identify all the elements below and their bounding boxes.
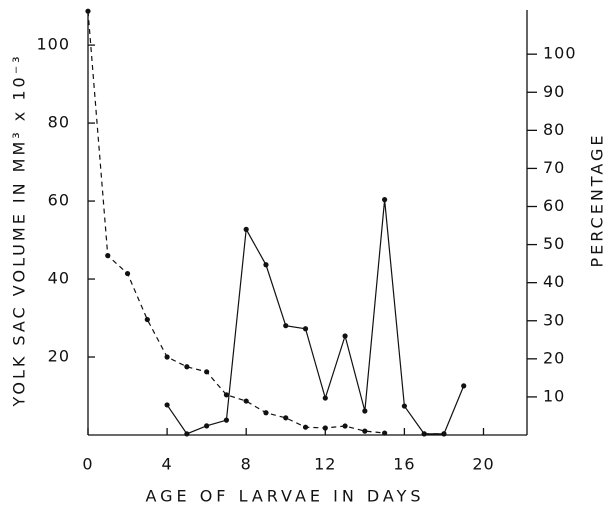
y2-tick-label: 80 (543, 120, 565, 139)
data-point (461, 383, 467, 389)
data-point (164, 354, 170, 360)
y2-tick-label: 60 (543, 196, 565, 215)
y2-tick-label: 70 (543, 158, 565, 177)
y2-tick-label: 30 (543, 310, 565, 329)
data-point (362, 408, 368, 414)
data-point (283, 323, 289, 329)
data-point (382, 197, 388, 203)
data-point (382, 430, 388, 436)
x-tick-label: 0 (82, 455, 93, 474)
data-point (401, 403, 407, 409)
y-tick-label: 100 (36, 35, 70, 54)
data-point (223, 417, 230, 423)
x-tick-label: 20 (472, 455, 494, 474)
y-axis-label: YOLK SAC VOLUME IN MM³ x 10⁻³ (10, 53, 29, 407)
data-point (144, 316, 150, 323)
data-point (223, 392, 230, 398)
data-point (263, 410, 269, 416)
data-point (322, 395, 328, 401)
data-point (263, 262, 269, 268)
x-tick-label: 12 (314, 455, 336, 474)
data-point (85, 8, 91, 14)
data-point (283, 415, 289, 421)
data-point (421, 431, 427, 437)
data-point (243, 398, 249, 404)
y2-tick-label: 100 (543, 44, 577, 63)
data-point (342, 333, 348, 339)
data-point (362, 428, 368, 434)
series-line (166, 199, 465, 435)
data-point (105, 253, 111, 259)
y2-tick-label: 10 (543, 386, 565, 405)
y-tick-label: 60 (48, 191, 70, 210)
data-point (302, 424, 309, 430)
y-tick-label: 40 (48, 269, 70, 288)
y2-tick-label: 90 (543, 82, 565, 101)
y-tick-label: 20 (48, 347, 70, 366)
data-point (204, 423, 210, 429)
data-point (184, 431, 190, 437)
series-line (87, 11, 444, 435)
data-point (184, 364, 190, 370)
data-point (342, 423, 348, 429)
data-point (243, 226, 249, 232)
data-point (322, 425, 328, 431)
data-point (302, 326, 309, 332)
data-point (164, 402, 170, 408)
x-tick-label: 4 (162, 455, 173, 474)
data-point (441, 431, 447, 437)
y-tick-label: 80 (48, 113, 70, 132)
x-tick-label: 8 (241, 455, 252, 474)
y2-tick-label: 40 (543, 272, 565, 291)
y2-tick-label: 20 (543, 348, 565, 367)
x-axis-label: AGE OF LARVAE IN DAYS (145, 487, 424, 506)
y2-tick-label: 50 (543, 234, 565, 253)
y2-axis-label: PERCENTAGE (588, 132, 607, 267)
x-tick-label: 16 (393, 455, 415, 474)
data-point (204, 369, 210, 375)
data-point (124, 270, 131, 277)
